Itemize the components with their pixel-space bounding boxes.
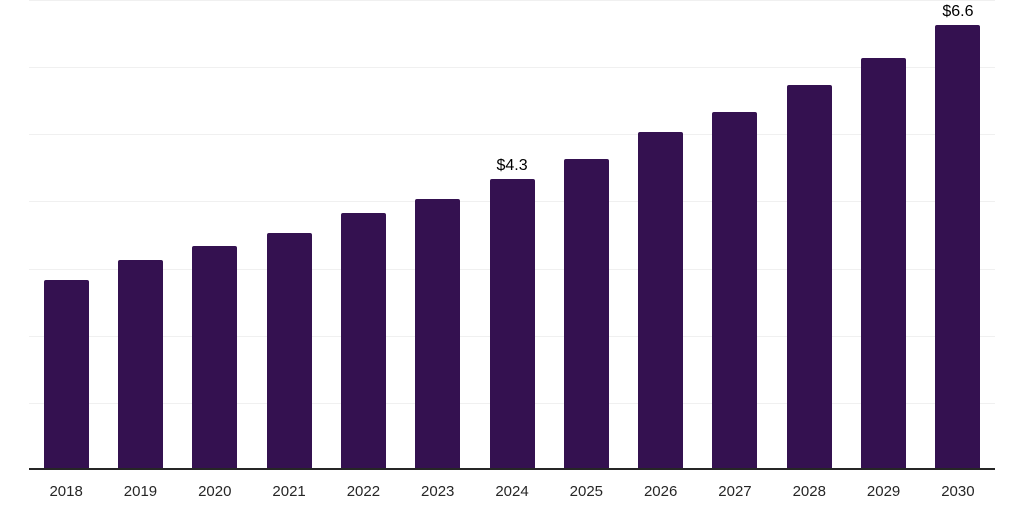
- bar-2024: [489, 179, 535, 468]
- bars-row: $4.3 $6.6: [29, 0, 995, 468]
- x-tick-2027: 2027: [718, 483, 752, 500]
- gridline-y-5: [29, 134, 995, 136]
- bar-slot-2027: [698, 0, 772, 468]
- bar-slot-2022: [326, 0, 400, 468]
- bar-2022: [340, 212, 386, 468]
- x-tick-2023: 2023: [421, 483, 455, 500]
- x-tick-2029: 2029: [866, 483, 901, 500]
- bar-slot-2029: [846, 0, 920, 468]
- bar-2019: [117, 259, 163, 468]
- bar-slot-2030: $6.6: [921, 0, 995, 468]
- bar-2020: [192, 246, 238, 468]
- data-label-2024: $4.3: [496, 157, 528, 175]
- x-axis: 2018 2019 2020 2021 2022 2023 2024 2025 2026 2027…: [29, 482, 995, 502]
- bar-slot-2021: [252, 0, 326, 468]
- bar-2025: [563, 159, 609, 468]
- bar-2028: [786, 85, 832, 468]
- x-tick-2026: 2026: [643, 483, 678, 500]
- bar-2023: [415, 199, 461, 468]
- x-tick-2019: 2019: [123, 483, 158, 500]
- bar-2018: [43, 280, 89, 468]
- bar-slot-2024: $4.3: [475, 0, 549, 468]
- bar-slot-2023: [401, 0, 475, 468]
- bar-slot-2028: [772, 0, 846, 468]
- bar-2027: [712, 112, 758, 468]
- bar-2026: [638, 132, 684, 468]
- data-label-2030: $6.6: [942, 2, 974, 20]
- bar-slot-2020: [178, 0, 252, 468]
- x-tick-2025: 2025: [569, 483, 604, 500]
- bar-slot-2025: [549, 0, 623, 468]
- bar-2029: [861, 58, 907, 468]
- x-tick-2022: 2022: [346, 483, 381, 500]
- plot-area: $4.3 $6.6: [29, 0, 995, 470]
- x-tick-2024: 2024: [495, 483, 529, 500]
- gridline-y-7: [29, 0, 995, 1]
- bar-slot-2018: [29, 0, 103, 468]
- bar-2021: [266, 233, 312, 468]
- bar-slot-2026: [624, 0, 698, 468]
- x-tick-2030: 2030: [941, 483, 975, 500]
- gridline-y-6: [29, 67, 995, 69]
- x-tick-2021: 2021: [272, 483, 306, 500]
- bar-2030: [935, 24, 981, 468]
- x-tick-2018: 2018: [49, 483, 83, 500]
- x-tick-2020: 2020: [198, 483, 232, 500]
- bar-slot-2019: [103, 0, 177, 468]
- x-tick-2028: 2028: [792, 483, 826, 500]
